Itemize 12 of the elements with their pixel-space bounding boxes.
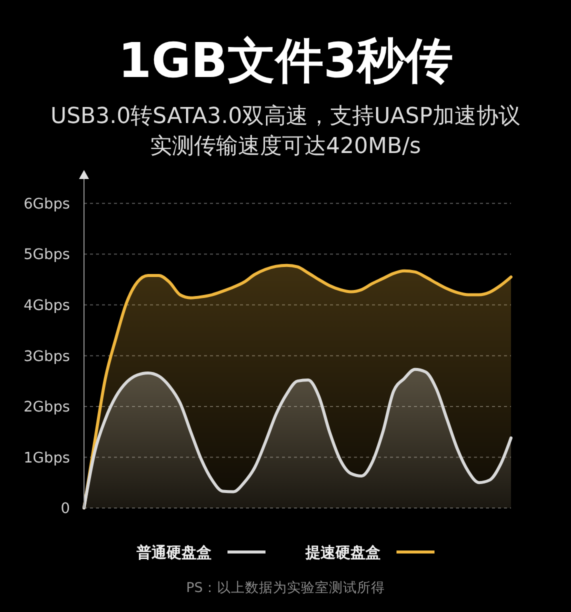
y-tick-label: 5Gbps [24, 247, 70, 264]
y-tick-label: 6Gbps [24, 196, 70, 212]
legend-label: 提速硬盘盒 [304, 543, 380, 562]
text: PS：以上数据为实验室测试所得 [186, 580, 385, 596]
legend-label: 普通硬盘盒 [136, 543, 212, 562]
chart-title: 1GB文件3秒传 [118, 33, 453, 89]
chart-subtitle: USB3.0转SATA3.0双高速，支持UASP加速协议实测传输速度可达420MB/s [50, 104, 521, 159]
y-tick-label: 1Gbps [24, 450, 70, 466]
y-tick-label: 2Gbps [24, 400, 70, 416]
y-tick-label: 0 [60, 501, 70, 518]
y-tick-label: 3Gbps [24, 348, 70, 365]
y-tick-label: 4Gbps [24, 298, 70, 314]
